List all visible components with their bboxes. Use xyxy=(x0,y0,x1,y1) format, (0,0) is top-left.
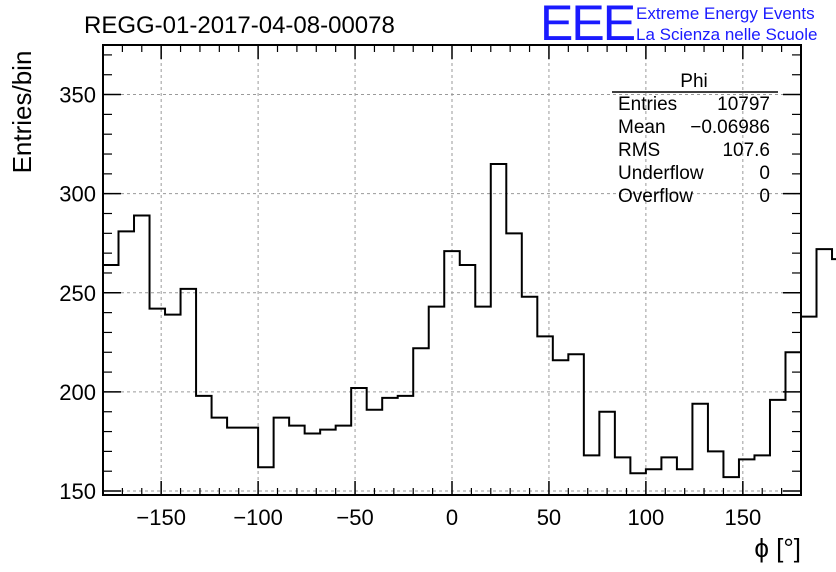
logo-line-1: Extreme Energy Events xyxy=(636,4,815,23)
x-tick-label: 0 xyxy=(446,505,458,530)
stats-row-value: 10797 xyxy=(717,94,770,115)
stats-row-value: 0 xyxy=(759,186,770,207)
histogram-outline xyxy=(103,162,836,479)
y-tick-label: 350 xyxy=(59,83,96,108)
axis-ticks xyxy=(102,45,802,495)
x-axis-title: ϕ [°] xyxy=(754,533,801,563)
x-tick-label: −100 xyxy=(233,505,283,530)
logo-mark: EEE xyxy=(540,0,635,51)
stats-rows: Entries 10797 Mean −0.06986 RMS 107.6 Underflo… xyxy=(618,94,770,207)
stats-row-value: 0 xyxy=(759,163,770,184)
y-tick-label: 300 xyxy=(59,182,96,207)
run-title: REGG-01-2017-04-08-00078 xyxy=(84,12,395,39)
logo-line-2: La Scienza nelle Scuole xyxy=(636,25,817,44)
x-tick-label: 50 xyxy=(537,505,561,530)
stats-row-label: Overflow xyxy=(618,186,693,207)
stats-row-value: −0.06986 xyxy=(690,117,770,138)
x-tick-label: 100 xyxy=(628,505,665,530)
y-tick-label: 150 xyxy=(59,479,96,504)
x-tick-label: −50 xyxy=(336,505,373,530)
stats-row-label: Mean xyxy=(618,117,666,138)
x-tick-label: 150 xyxy=(724,505,761,530)
stats-row-value: 107.6 xyxy=(722,140,770,161)
x-tick-label: −150 xyxy=(136,505,186,530)
y-tick-label: 200 xyxy=(59,380,96,405)
eee-logo: EEE Extreme Energy Events La Scienza nel… xyxy=(540,0,817,51)
stats-title: Phi xyxy=(680,71,707,92)
stats-row-label: Underflow xyxy=(618,163,704,184)
stats-row-label: RMS xyxy=(618,140,660,161)
stats-box: Phi Entries 10797 Mean −0.06986 RMS 107.6 Unde… xyxy=(612,71,778,207)
y-axis-title: Entries/bin xyxy=(7,51,37,174)
grid-lines xyxy=(103,45,801,495)
axis-tick-labels: −150 −100 −50 0 50 100 150 150 200 250 300 350 xyxy=(59,83,761,530)
stats-row-label: Entries xyxy=(618,94,677,115)
y-tick-label: 250 xyxy=(59,281,96,306)
